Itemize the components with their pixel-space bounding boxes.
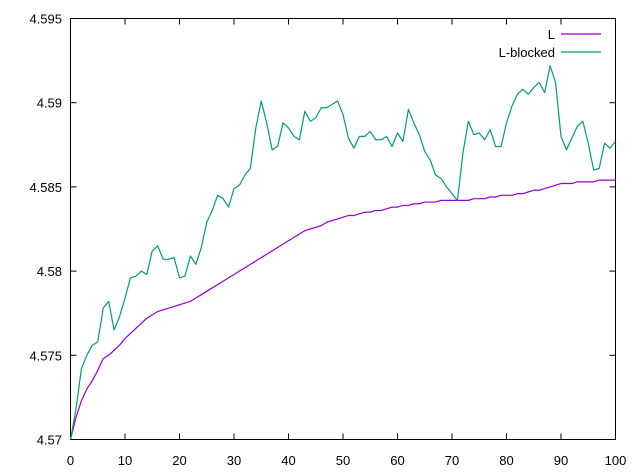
x-tick-label: 90 [554,453,568,468]
plot-frame [70,18,616,440]
legend: L L-blocked [499,27,601,60]
y-tick-label: 4.575 [29,348,62,363]
x-tick-label: 50 [336,453,350,468]
x-tick-label: 100 [605,453,627,468]
y-tick-label: 4.58 [37,264,62,279]
y-tick-label: 4.59 [37,96,62,111]
series-line-l [69,179,616,440]
axis-ticks [70,18,616,440]
x-tick-label: 20 [172,453,186,468]
y-tick-label: 4.585 [29,180,62,195]
x-tick-label: 80 [499,453,513,468]
y-tick-label: 4.595 [29,12,62,27]
x-tick-label: 0 [67,453,74,468]
series-line-l-blocked [69,65,616,440]
x-tick-label: 70 [445,453,459,468]
series-lines [69,65,616,440]
x-tick-label: 30 [227,453,241,468]
x-axis-tick-labels: 0 10 20 30 40 50 60 70 80 90 100 [67,453,626,468]
legend-label-l: L [548,27,555,42]
x-tick-label: 60 [390,453,404,468]
x-tick-label: 40 [281,453,295,468]
legend-label-l-blocked: L-blocked [499,45,555,60]
y-tick-label: 4.57 [37,433,62,448]
x-tick-label: 10 [118,453,132,468]
y-axis-tick-labels: 4.57 4.575 4.58 4.585 4.59 4.595 [29,12,62,448]
